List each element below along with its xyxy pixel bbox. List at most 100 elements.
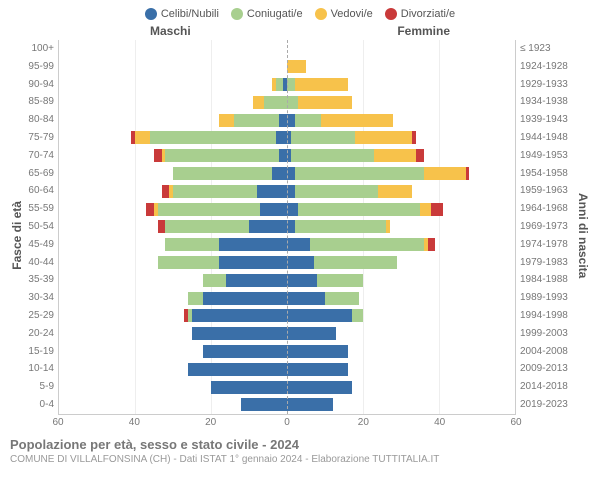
age-label: 25-29 [28, 307, 54, 325]
age-label: 60-64 [28, 182, 54, 200]
segment-single [287, 309, 352, 322]
segment-single [287, 274, 317, 287]
segment-widowed [420, 203, 431, 216]
segment-married [291, 149, 375, 162]
segment-widowed [424, 167, 466, 180]
segment-single [276, 131, 287, 144]
female-bar [287, 42, 515, 55]
segment-married [165, 149, 279, 162]
birth-label: 1989-1993 [520, 289, 568, 307]
birth-label: 2009-2013 [520, 360, 568, 378]
x-tick: 0 [284, 417, 290, 428]
legend: Celibi/NubiliConiugati/eVedovi/eDivorzia… [10, 8, 590, 20]
segment-married [158, 203, 261, 216]
female-bar [287, 185, 515, 198]
female-bar [287, 238, 515, 251]
male-bar [59, 381, 287, 394]
male-bar [59, 274, 287, 287]
segment-single [279, 149, 287, 162]
age-label: 40-44 [28, 254, 54, 272]
female-bar [287, 345, 515, 358]
x-tick: 20 [358, 417, 369, 428]
male-bar [59, 345, 287, 358]
segment-married [264, 96, 287, 109]
male-bar [59, 363, 287, 376]
segment-divorced [154, 149, 162, 162]
segment-married [295, 167, 424, 180]
segment-married [234, 114, 280, 127]
segment-married [314, 256, 398, 269]
segment-married [310, 238, 424, 251]
segment-married [203, 274, 226, 287]
age-label: 55-59 [28, 200, 54, 218]
female-bar [287, 60, 515, 73]
segment-married [295, 114, 322, 127]
segment-widowed [386, 220, 390, 233]
male-bar [59, 60, 287, 73]
x-axis-ticks: 6040200204060 [58, 415, 516, 431]
male-bar [59, 327, 287, 340]
segment-widowed [135, 131, 150, 144]
y-axis-left-title: Fasce di età [10, 40, 24, 431]
age-label: 45-49 [28, 236, 54, 254]
segment-widowed [355, 131, 412, 144]
female-bar [287, 363, 515, 376]
segment-married [298, 203, 420, 216]
birth-label: 1934-1938 [520, 93, 568, 111]
birth-label: 1929-1933 [520, 76, 568, 94]
birth-label: 1949-1953 [520, 147, 568, 165]
age-label: 65-69 [28, 165, 54, 183]
segment-single [226, 274, 287, 287]
birth-label: 1994-1998 [520, 307, 568, 325]
female-bar [287, 309, 515, 322]
segment-single [272, 167, 287, 180]
segment-single [257, 185, 287, 198]
age-label: 30-34 [28, 289, 54, 307]
male-bar [59, 398, 287, 411]
male-bar [59, 203, 287, 216]
segment-single [287, 363, 348, 376]
segment-widowed [321, 114, 393, 127]
female-bar [287, 167, 515, 180]
x-tick: 40 [434, 417, 445, 428]
x-tick: 20 [205, 417, 216, 428]
segment-widowed [253, 96, 264, 109]
segment-married [295, 220, 386, 233]
chart-subtitle: COMUNE DI VILLALFONSINA (CH) - Dati ISTA… [10, 454, 590, 465]
segment-married [158, 256, 219, 269]
segment-single [287, 398, 333, 411]
segment-single [287, 381, 352, 394]
age-label: 100+ [31, 40, 54, 58]
birth-label: 1964-1968 [520, 200, 568, 218]
x-tick: 60 [510, 417, 521, 428]
birth-label: 1924-1928 [520, 58, 568, 76]
female-bar [287, 131, 515, 144]
age-label: 35-39 [28, 271, 54, 289]
segment-single [188, 363, 287, 376]
legend-item: Coniugati/e [231, 8, 303, 20]
legend-swatch [231, 8, 243, 20]
age-label: 70-74 [28, 147, 54, 165]
age-label: 90-94 [28, 76, 54, 94]
birth-label: 1969-1973 [520, 218, 568, 236]
male-bar [59, 185, 287, 198]
birth-label: 1984-1988 [520, 271, 568, 289]
segment-single [287, 292, 325, 305]
birth-label: 1974-1978 [520, 236, 568, 254]
male-bar [59, 167, 287, 180]
segment-single [203, 292, 287, 305]
segment-widowed [378, 185, 412, 198]
segment-married [188, 292, 203, 305]
segment-divorced [412, 131, 416, 144]
segment-single [279, 114, 287, 127]
segment-single [287, 256, 314, 269]
age-label: 5-9 [40, 378, 54, 396]
age-label: 0-4 [40, 396, 54, 414]
male-bar [59, 42, 287, 55]
birth-label: 2019-2023 [520, 396, 568, 414]
segment-single [287, 238, 310, 251]
legend-swatch [315, 8, 327, 20]
female-bar [287, 256, 515, 269]
birth-label: 1979-1983 [520, 254, 568, 272]
segment-widowed [287, 60, 306, 73]
